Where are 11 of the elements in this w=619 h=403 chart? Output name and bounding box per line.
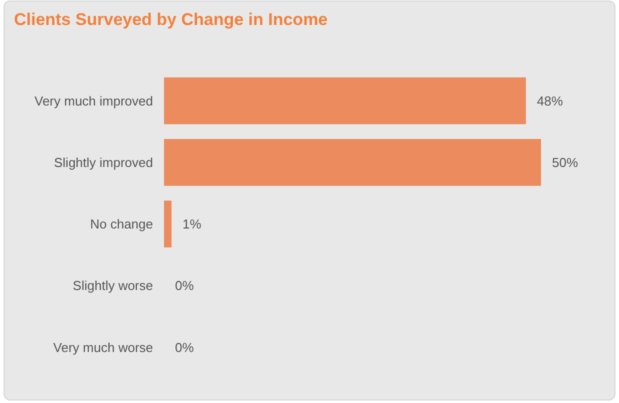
- data-label: 48%: [536, 93, 564, 108]
- data-label: 1%: [182, 216, 202, 232]
- data-label: 0%: [175, 278, 194, 294]
- y-tick-label: Slightly worse: [72, 278, 153, 294]
- y-tick-label: Slightly improved: [54, 154, 153, 170]
- chart-title: Clients Surveyed by Change in Income: [14, 10, 328, 29]
- data-label: 50%: [552, 154, 578, 170]
- y-tick-label: No change: [90, 216, 153, 232]
- data-label: 0%: [175, 340, 194, 355]
- y-tick-label: Very much worse: [53, 340, 153, 355]
- y-tick-label: Very much improved: [34, 93, 153, 108]
